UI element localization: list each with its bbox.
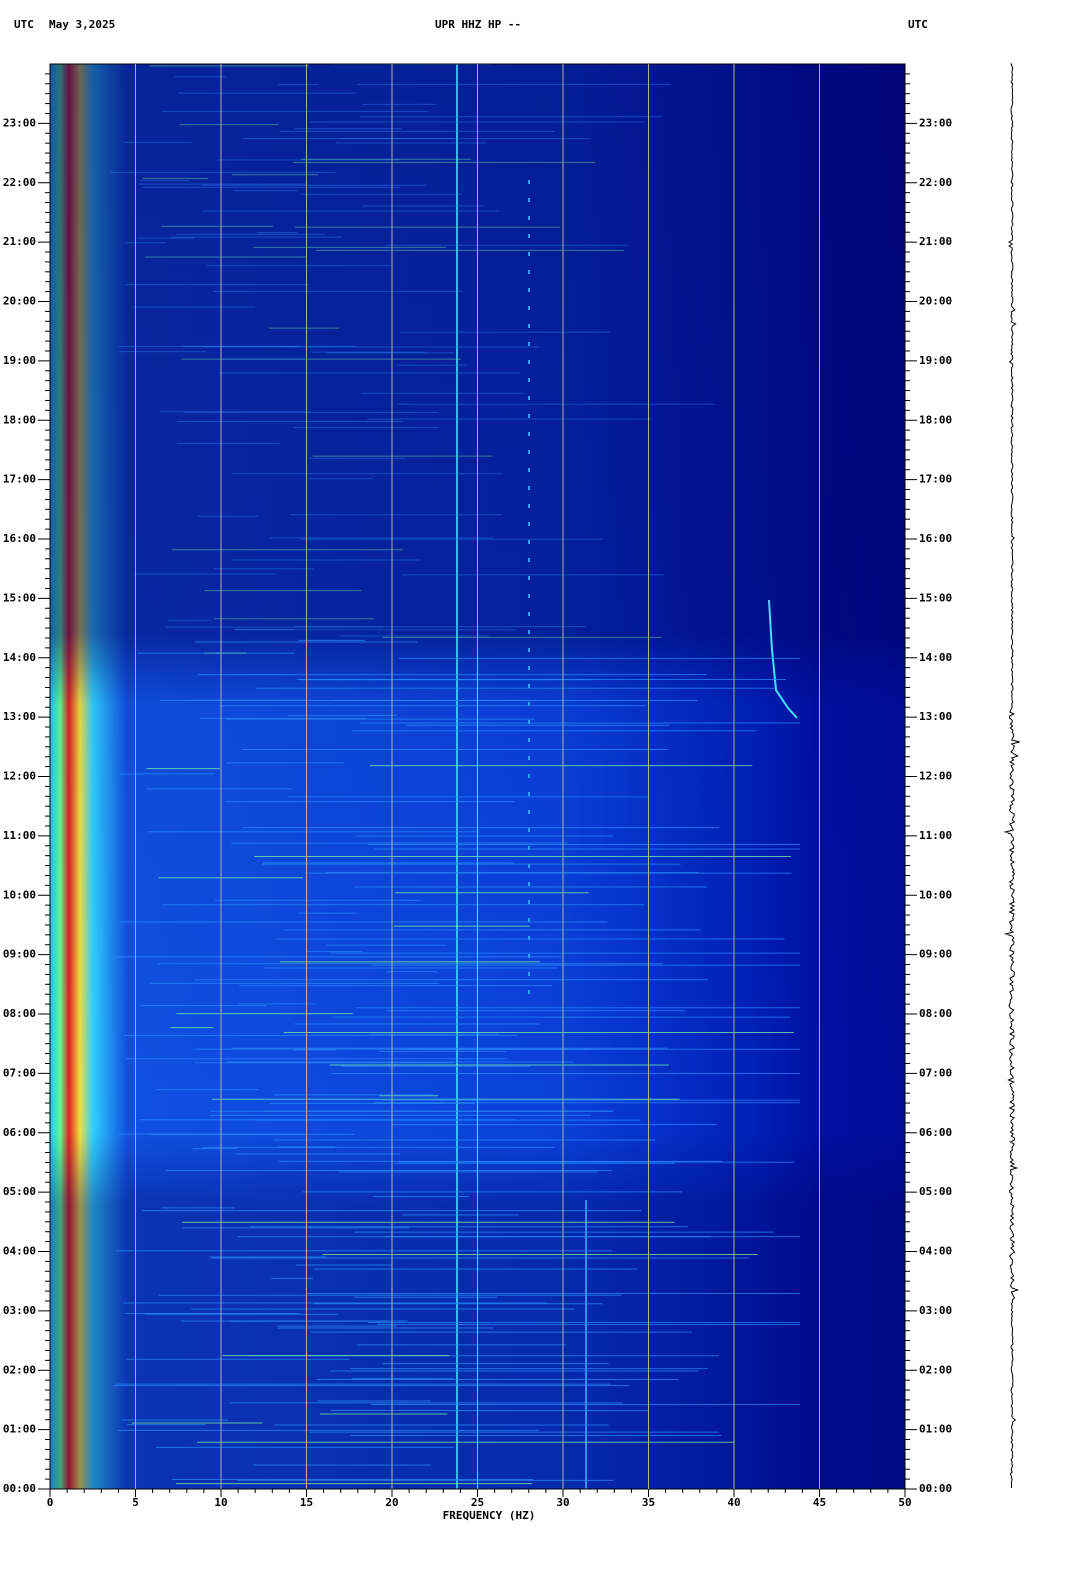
date-label: May 3,2025 — [49, 18, 115, 31]
y-tick-label: 16:00 — [3, 532, 36, 545]
y-tick-label: 00:00 — [919, 1482, 952, 1495]
spectral-line — [768, 599, 798, 719]
y-tick-label: 20:00 — [919, 295, 952, 308]
y-tick-label: 02:00 — [919, 1363, 952, 1376]
y-tick-label: 22:00 — [3, 176, 36, 189]
y-tick-label: 17:00 — [919, 473, 952, 486]
y-tick-label: 04:00 — [3, 1245, 36, 1258]
y-tick-label: 15:00 — [919, 591, 952, 604]
y-tick-label: 00:00 — [3, 1482, 36, 1495]
y-tick-label: 18:00 — [3, 413, 36, 426]
y-tick-label: 23:00 — [3, 116, 36, 129]
x-tick-label: 40 — [727, 1496, 740, 1509]
x-tick-label: 50 — [898, 1496, 911, 1509]
y-tick-label: 08:00 — [3, 1007, 36, 1020]
x-tick-label: 0 — [47, 1496, 54, 1509]
y-tick-label: 07:00 — [919, 1066, 952, 1079]
y-tick-label: 17:00 — [3, 473, 36, 486]
x-tick-label: 20 — [385, 1496, 398, 1509]
y-tick-label: 21:00 — [919, 235, 952, 248]
y-tick-label: 01:00 — [919, 1423, 952, 1436]
y-tick-label: 11:00 — [919, 829, 952, 842]
y-tick-label: 08:00 — [919, 1007, 952, 1020]
y-tick-label: 23:00 — [919, 116, 952, 129]
y-tick-label: 13:00 — [3, 710, 36, 723]
x-tick-label: 30 — [556, 1496, 569, 1509]
y-tick-label: 10:00 — [919, 888, 952, 901]
y-tick-label: 01:00 — [3, 1423, 36, 1436]
time-zone-label: UTC — [908, 18, 928, 31]
x-tick-label: 5 — [132, 1496, 139, 1509]
chart-title: UPR HHZ HP -- — [435, 18, 521, 31]
x-axis-label: FREQUENCY (HZ) — [443, 1509, 536, 1522]
y-tick-label: 09:00 — [3, 948, 36, 961]
x-tick-label: 45 — [813, 1496, 826, 1509]
y-tick-label: 02:00 — [3, 1363, 36, 1376]
y-tick-label: 06:00 — [919, 1126, 952, 1139]
y-tick-label: 15:00 — [3, 591, 36, 604]
y-tick-label: 16:00 — [919, 532, 952, 545]
y-tick-label: 05:00 — [919, 1185, 952, 1198]
x-tick-label: 25 — [471, 1496, 484, 1509]
y-tick-label: 05:00 — [3, 1185, 36, 1198]
y-tick-label: 19:00 — [919, 354, 952, 367]
seismogram-trace — [1003, 63, 1020, 1489]
y-tick-label: 03:00 — [3, 1304, 36, 1317]
y-tick-label: 19:00 — [3, 354, 36, 367]
y-tick-label: 13:00 — [919, 710, 952, 723]
y-tick-label: 12:00 — [919, 770, 952, 783]
spectral-bands — [110, 63, 800, 1485]
y-tick-label: 21:00 — [3, 235, 36, 248]
y-tick-label: 22:00 — [919, 176, 952, 189]
time-zone-label: UTC — [14, 18, 34, 31]
x-tick-label: 10 — [214, 1496, 227, 1509]
x-tick-label: 15 — [300, 1496, 313, 1509]
y-tick-label: 12:00 — [3, 770, 36, 783]
y-tick-label: 10:00 — [3, 888, 36, 901]
y-tick-label: 11:00 — [3, 829, 36, 842]
y-tick-label: 14:00 — [919, 651, 952, 664]
y-tick-label: 14:00 — [3, 651, 36, 664]
y-tick-label: 20:00 — [3, 295, 36, 308]
y-tick-label: 09:00 — [919, 948, 952, 961]
y-tick-label: 18:00 — [919, 413, 952, 426]
y-tick-label: 04:00 — [919, 1245, 952, 1258]
x-tick-label: 35 — [642, 1496, 655, 1509]
y-tick-label: 07:00 — [3, 1066, 36, 1079]
y-tick-label: 03:00 — [919, 1304, 952, 1317]
y-tick-label: 06:00 — [3, 1126, 36, 1139]
